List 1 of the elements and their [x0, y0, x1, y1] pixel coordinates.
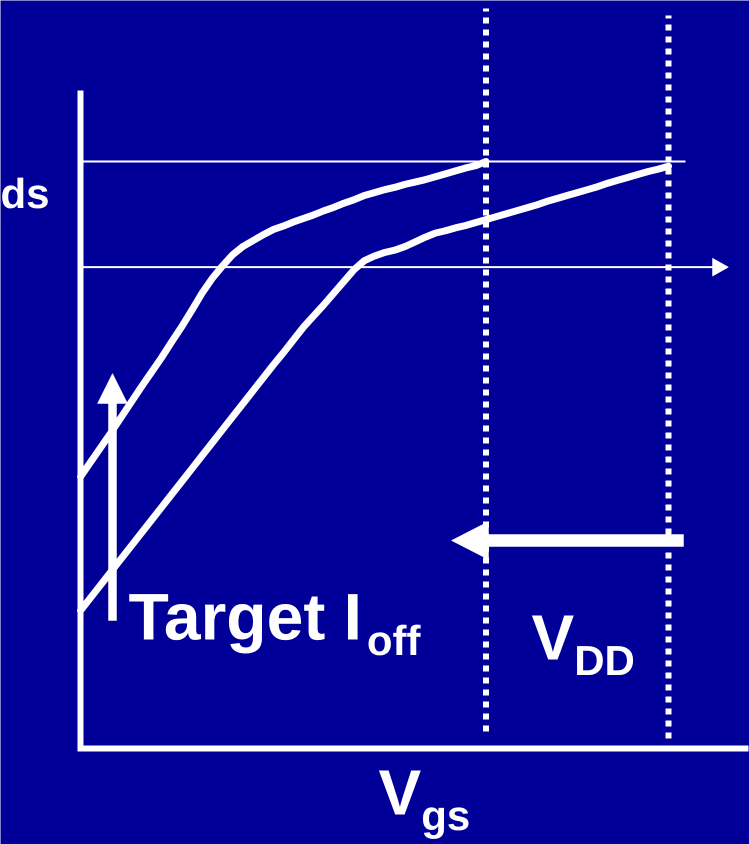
y-axis-title: ds [0, 170, 50, 217]
